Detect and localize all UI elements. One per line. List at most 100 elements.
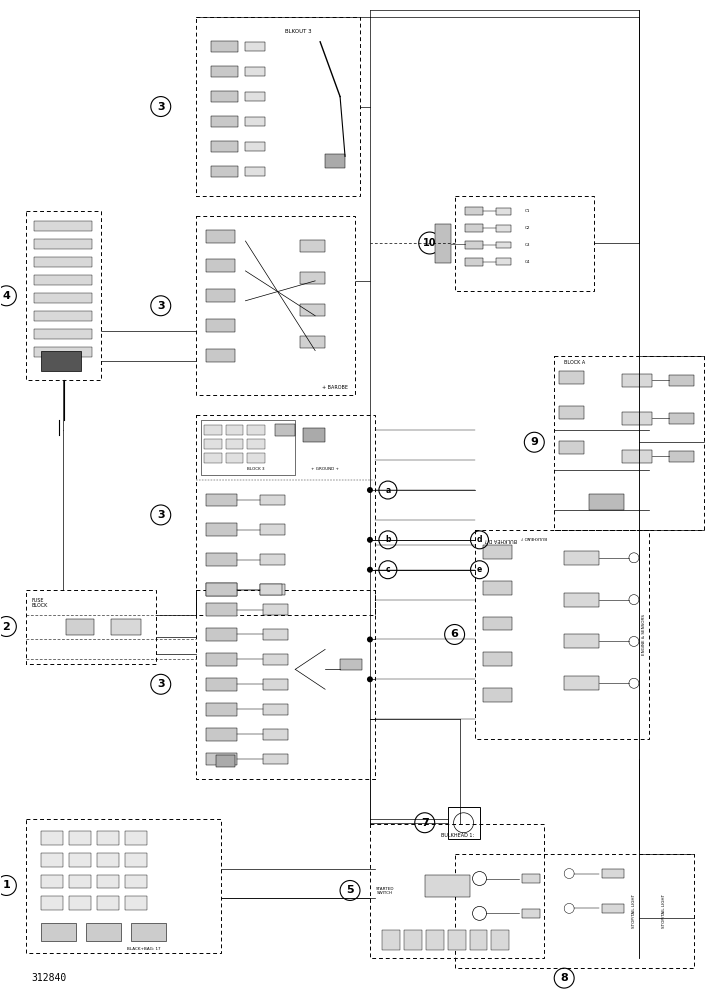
Text: 9: 9 xyxy=(530,437,538,447)
Bar xyxy=(196,216,355,395)
Bar xyxy=(34,347,92,357)
Bar xyxy=(300,336,325,348)
Bar xyxy=(97,875,119,888)
Bar xyxy=(464,207,483,215)
Bar xyxy=(206,703,238,716)
Bar xyxy=(496,258,511,265)
Text: c: c xyxy=(386,565,390,574)
Bar xyxy=(474,530,649,739)
Bar xyxy=(66,619,94,635)
Text: STOP/TAIL LIGHT: STOP/TAIL LIGHT xyxy=(632,894,636,928)
Bar xyxy=(464,258,483,266)
Bar xyxy=(125,831,147,845)
Bar xyxy=(211,116,239,127)
Bar xyxy=(370,824,544,958)
Bar xyxy=(496,242,511,248)
Bar xyxy=(206,349,236,362)
Bar xyxy=(34,293,92,303)
Bar xyxy=(483,688,513,702)
Bar xyxy=(559,441,584,454)
Bar xyxy=(206,289,236,302)
Bar xyxy=(246,167,266,176)
Bar xyxy=(201,420,295,475)
Text: BLOCK 3: BLOCK 3 xyxy=(246,467,264,471)
Text: 312840: 312840 xyxy=(31,973,66,983)
Bar xyxy=(211,166,239,177)
Text: C4: C4 xyxy=(524,260,530,264)
Bar xyxy=(86,923,121,941)
Bar xyxy=(41,923,76,941)
Text: BULKHEAD 1:: BULKHEAD 1: xyxy=(441,833,473,838)
Bar xyxy=(34,257,92,267)
Bar xyxy=(41,875,63,888)
Bar xyxy=(622,412,652,425)
Bar xyxy=(34,221,92,231)
Bar xyxy=(261,584,282,595)
Text: 2: 2 xyxy=(3,622,10,632)
Circle shape xyxy=(367,487,373,493)
Bar xyxy=(483,617,513,630)
Bar xyxy=(41,831,63,845)
Bar xyxy=(263,729,288,740)
Bar xyxy=(602,869,624,878)
Bar xyxy=(263,679,288,690)
Bar xyxy=(483,545,513,559)
Bar xyxy=(41,853,63,867)
Bar xyxy=(455,854,693,968)
Bar xyxy=(554,356,703,530)
Bar xyxy=(303,428,325,442)
Text: STOP/TAIL LIGHT: STOP/TAIL LIGHT xyxy=(661,894,666,928)
Bar xyxy=(559,371,584,384)
Circle shape xyxy=(367,636,373,642)
Bar xyxy=(523,874,540,883)
Bar xyxy=(263,654,288,665)
Bar xyxy=(211,91,239,102)
Text: ENGINE & SENSORS: ENGINE & SENSORS xyxy=(642,614,646,655)
Bar xyxy=(125,896,147,910)
Bar xyxy=(496,208,511,215)
Bar xyxy=(248,439,266,449)
Bar xyxy=(483,581,513,595)
Text: BLACK+BAG: 17: BLACK+BAG: 17 xyxy=(127,947,160,951)
Bar xyxy=(448,807,479,839)
Bar xyxy=(469,930,488,950)
Text: 7: 7 xyxy=(421,818,429,828)
Text: BLOCK A: BLOCK A xyxy=(564,360,585,365)
Bar xyxy=(97,896,119,910)
Text: d: d xyxy=(477,535,482,544)
Bar xyxy=(211,41,239,52)
Text: C1: C1 xyxy=(524,209,530,213)
Bar xyxy=(246,142,266,151)
Bar xyxy=(204,439,221,449)
Text: 3: 3 xyxy=(157,102,164,112)
Bar xyxy=(206,319,236,332)
Bar xyxy=(491,930,509,950)
Bar xyxy=(261,584,286,595)
Text: 3: 3 xyxy=(157,510,164,520)
Bar xyxy=(26,211,101,380)
Bar xyxy=(34,311,92,321)
Bar xyxy=(559,406,584,419)
Bar xyxy=(246,67,266,76)
Text: C2: C2 xyxy=(524,226,530,230)
Bar xyxy=(226,425,244,435)
Bar xyxy=(669,375,693,386)
Bar xyxy=(131,923,166,941)
Bar xyxy=(263,704,288,715)
Bar xyxy=(261,495,286,505)
Bar xyxy=(206,653,238,666)
Bar xyxy=(26,819,221,953)
Bar xyxy=(69,896,91,910)
Text: + GROUND +: + GROUND + xyxy=(311,467,339,471)
Text: BULKHEAD ?: BULKHEAD ? xyxy=(521,535,548,539)
Bar xyxy=(69,875,91,888)
Bar xyxy=(34,275,92,285)
Bar xyxy=(382,930,400,950)
Bar xyxy=(300,240,325,252)
Bar xyxy=(483,652,513,666)
Bar xyxy=(669,451,693,462)
Bar xyxy=(261,554,286,565)
Bar xyxy=(564,676,599,690)
Bar xyxy=(340,659,362,670)
Bar xyxy=(211,66,239,77)
